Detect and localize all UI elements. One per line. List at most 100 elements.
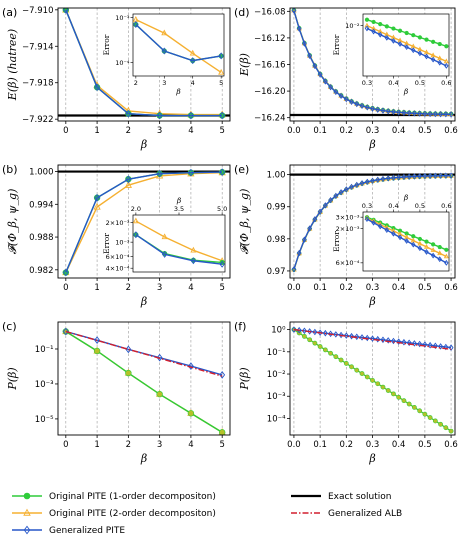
series-pite1-point [422, 411, 428, 417]
series-gpite-point [307, 52, 313, 60]
series-gpite-point [291, 266, 297, 273]
ytick-label: 1.00 [267, 171, 286, 181]
ytick-label: 1.000 [29, 168, 53, 178]
inset-xtick-label: 3.5 [174, 205, 184, 213]
series-gpite-point [328, 84, 333, 91]
x-axis-label: β [368, 452, 375, 465]
series-pite1-point [333, 354, 339, 360]
ytick-label: 10⁻⁴ [267, 414, 286, 424]
inset-xtick-label: 5.0 [217, 205, 227, 213]
series-gpite-point [156, 111, 163, 120]
series-gpite-point [188, 111, 194, 120]
panel-b-plot [58, 168, 230, 277]
xtick-label: 4 [188, 283, 193, 293]
inset-d: 0.3 0.4 0.5 0.6 10⁻² Error β [332, 13, 452, 96]
series-gpite-point [417, 245, 423, 252]
series-gpite-point [190, 257, 197, 265]
legend-label: Exact solution [328, 492, 392, 502]
series-pite1-point [338, 357, 344, 363]
series-pite2-point [93, 202, 101, 210]
series-pite2-line [366, 24, 447, 63]
series-gpite-point [397, 234, 403, 241]
y-axis-label: P(β) [6, 367, 19, 390]
inset-e-plot [364, 215, 449, 266]
legend-marker [23, 508, 31, 516]
ytick-label: 0.98 [267, 235, 286, 245]
series-pite2-point [437, 55, 443, 61]
legend-label: Generalized PITE [49, 526, 125, 536]
series-gpite-point [349, 98, 354, 105]
series-pite2-line [65, 171, 223, 273]
series-gpite-point [354, 181, 360, 189]
series-gpite-point [338, 189, 344, 196]
series-pite2-point [443, 58, 449, 64]
panel-label: (b) [2, 163, 18, 176]
series-gpite-point [156, 353, 163, 362]
series-gpite-point [218, 52, 224, 60]
series-gpite-line [366, 27, 447, 67]
xtick-label: 2 [126, 126, 131, 136]
panel-d: 0.0 0.1 0.2 0.3 0.4 0.5 0.6 −16.08 −16.12 −16.16 −… [234, 6, 458, 151]
xtick-label: 5 [219, 126, 224, 136]
series-gpite-point [94, 83, 100, 92]
xtick-label: 0.5 [418, 440, 432, 450]
series-gpite-point [411, 241, 416, 248]
series-gpite-point [422, 341, 428, 348]
x-axis-label: β [140, 452, 147, 465]
xtick-label: 4 [188, 126, 193, 136]
series-pite1-point [349, 364, 354, 370]
series-pite1-point [322, 347, 328, 353]
xtick-label: 0.2 [340, 126, 354, 136]
series-pite2-point [423, 243, 430, 249]
panel-d-plot [290, 8, 455, 118]
xtick-label: 0 [63, 126, 68, 136]
series-gpite-point [349, 332, 355, 340]
series-pite1-point [359, 371, 365, 376]
series-gpite-point [443, 343, 449, 351]
series-pite2-point [189, 49, 196, 56]
inset-ytick-label: 4×10⁻⁴ [106, 265, 130, 273]
series-gpite-point [94, 193, 100, 202]
series-gpite-point [391, 37, 396, 44]
series-pite1-point [391, 391, 396, 397]
series-pite2-point [417, 240, 423, 246]
series-gpite-point [328, 330, 334, 338]
inset-xtick-label: 0.5 [415, 79, 425, 87]
xtick-label: 0.1 [313, 126, 327, 136]
inset-xtick-label: 2.0 [131, 205, 141, 213]
series-gpite-point [412, 110, 417, 117]
ytick-label: −7.910 [22, 6, 53, 16]
series-pite1-point [417, 408, 423, 414]
series-pite1-point [438, 421, 443, 427]
inset-ytick-label: 10⁻³ [115, 14, 130, 22]
inset-xtick-label: 0.6 [441, 202, 451, 210]
series-gpite-point [219, 260, 225, 268]
series-pite1-point [328, 350, 333, 356]
series-gpite-point [370, 105, 375, 112]
series-gpite-point [406, 339, 412, 347]
series-pite1-point [404, 30, 409, 36]
panel-c: 0 1 2 3 4 5 10⁻¹ 10⁻³ 10⁻⁵ β P(β) (c) [2, 320, 231, 465]
series-gpite-point [424, 249, 429, 255]
xtick-label: 5 [219, 440, 224, 450]
legend-marker [23, 525, 31, 535]
inset-ytick-label: 3×10⁻³ [336, 213, 360, 221]
series-gpite-point [296, 326, 302, 334]
ytick-label: −16.12 [254, 34, 285, 44]
panel-f-plot [291, 326, 454, 434]
series-gpite-point [417, 50, 423, 57]
ytick-label: −7.918 [22, 79, 53, 89]
ytick-label: 0.982 [29, 266, 53, 276]
panel-c-plot [62, 327, 226, 435]
series-gpite-point [296, 25, 302, 32]
series-gpite-point [62, 327, 69, 336]
series-gpite-point [378, 223, 383, 230]
y-axis-label: E(β) (hatree) [6, 29, 19, 101]
series-galb-line [293, 328, 452, 350]
inset-a-plot [133, 16, 224, 75]
series-gpite-point [371, 28, 376, 35]
series-pite1-point [391, 26, 396, 31]
series-pite1-point [380, 384, 386, 390]
series-gpite-point [291, 326, 297, 333]
